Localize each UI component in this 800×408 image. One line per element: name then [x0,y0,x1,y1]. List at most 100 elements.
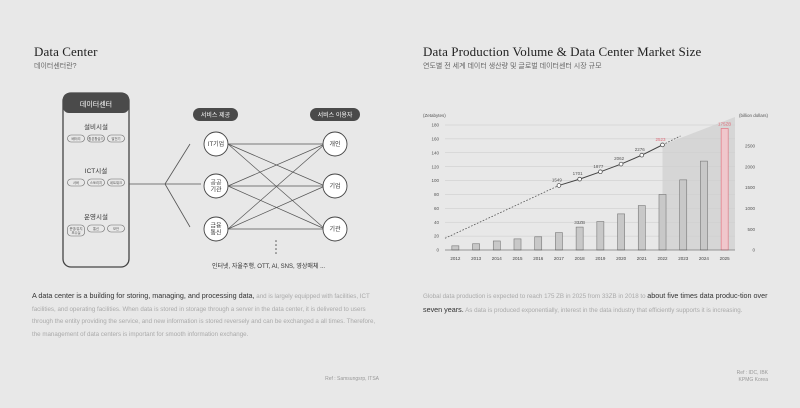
bar-data-label: 33ZB [574,220,585,225]
section-title: 설비시설 [84,122,108,131]
user-label: 개인 [329,140,340,148]
y-right-tick-label: 0 [752,248,755,253]
y-left-tick-label: 0 [436,248,439,253]
x-tick-label: 2025 [720,256,731,261]
section-tag-label: 스토리지 [90,180,102,185]
bar [451,245,460,251]
section-tag-label: 발전기 [111,136,120,141]
bar [472,243,480,251]
providers-header [193,108,238,121]
users-header [310,108,360,121]
chart-title: Data Production Volume & Data Center Mar… [423,44,702,59]
x-tick-label: 2018 [575,256,586,261]
market-size-label: 2276 [635,147,646,152]
market-size-label: 2062 [614,156,625,161]
market-size-trend-future [662,135,681,146]
section-tag [107,224,125,233]
y-left-tick-label: 100 [431,178,439,183]
section-tag-label: 네트워크 [110,180,122,185]
x-tick-label: 2017 [554,256,565,261]
market-size-label: 1877 [593,164,604,169]
section-title: ICT시설 [85,167,107,175]
left-reference: Ref : Samsungsrp, ITSA [325,376,379,382]
section-tag [87,178,105,187]
section-tag [107,178,125,187]
market-size-point [639,152,645,158]
user-node [322,131,348,157]
description-rest: and is largely equipped with facilities,… [32,293,376,338]
y-left-tick-label: 140 [431,150,439,155]
bar [534,236,543,251]
section-tag-label: 운영/유지 보수실 [69,226,82,235]
market-size-point [660,142,665,148]
market-size-point [556,183,562,188]
section-title: 운영시설 [84,212,108,221]
market-size-point [618,161,624,167]
bar [679,179,688,251]
y-axis-right-label: (billion dollars) [739,113,769,118]
market-size-point [577,176,582,182]
y-right-tick-label: 2500 [745,143,756,148]
section-tag [67,178,85,187]
provider-label: 금융 통신 [210,223,222,237]
x-tick-label: 2022 [657,256,668,261]
y-left-tick-label: 20 [434,234,440,239]
data-production-chart: (Zetabytes) (billion dollars) 0 20 40 60 80 100… [423,113,769,261]
x-tick-label: 2021 [637,256,648,261]
bar-highlight-label: 175ZB [718,121,731,126]
chart-description: Global data production is expected to re… [423,290,773,317]
section-tag-label: 항온항습기 [88,136,103,141]
y-left-tick-label: 120 [431,164,439,169]
y-right-tick-label: 500 [747,227,755,232]
x-tick-label: 2020 [616,256,627,261]
chart-description-pre: Global data production is expected to re… [423,293,648,300]
x-tick-label: 2015 [512,256,523,261]
y-left-tick-label: 80 [434,192,440,197]
x-tick-label: 2019 [595,256,606,261]
y-left-tick-label: 60 [434,206,440,211]
user-node [322,173,348,199]
y-left-tick-label: 180 [431,123,439,128]
panel-connector [129,143,201,228]
section-tag-label: 배터리 [71,136,80,141]
provider-label: IT기업 [208,140,224,148]
bar [720,128,729,251]
bar [513,238,522,251]
bar [575,226,584,251]
section-tag-label: 보안 [113,226,119,231]
section-tag-label: 서버 [73,180,79,185]
market-size-line [558,144,663,186]
section-tag [107,134,125,143]
market-size-label: 1549 [552,177,563,182]
more-services-dots [275,240,277,254]
bar [658,194,667,251]
user-label: 기관 [329,225,341,233]
x-tick-label: 2024 [699,256,710,261]
data-center-description: A data center is a building for storing,… [32,290,377,341]
section-tag-label: 통신 [93,226,99,231]
chart-description-highlight: about five times data produc-tion over s… [423,291,768,314]
section-tag [87,224,105,233]
provider-node [203,173,229,199]
data-center-subtitle: 데이터센터란? [34,63,77,70]
x-tick-label: 2023 [678,256,689,261]
section-tag [67,224,85,237]
market-size-point [598,169,603,175]
provider-node [203,216,229,242]
y-left-tick-label: 40 [434,220,440,225]
section-tag [87,134,105,143]
x-tick-label: 2014 [492,256,503,261]
y-left-tick-label: 160 [431,136,439,141]
market-size-trend-past [444,185,560,239]
bar [700,160,708,251]
bar [637,205,646,251]
user-node [322,216,348,242]
users-header-label: 서비스 이용자 [318,111,353,119]
cross-connections [227,143,326,230]
bar [596,221,605,251]
provider-label: 공공 기관 [210,180,222,194]
data-center-panel-header [63,93,129,113]
services-caption: 인터넷, 자율주행, OTT, AI, SNS, 영상매체 ... [212,262,325,270]
y-right-tick-label: 1000 [745,206,756,211]
